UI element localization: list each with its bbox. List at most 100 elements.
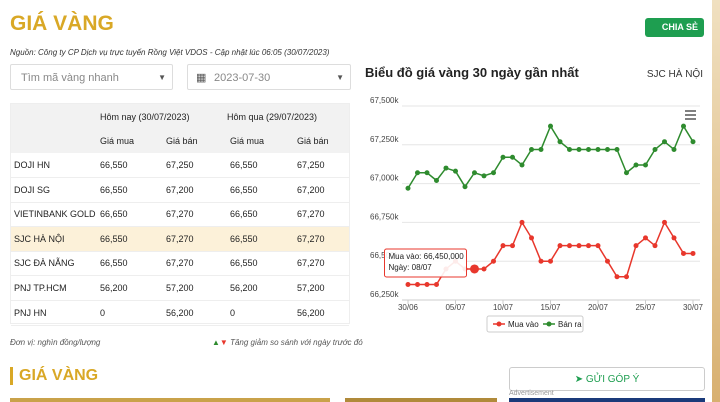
point — [538, 146, 544, 152]
price-table: Hôm nay (30/07/2023) Hôm qua (29/07/2023)… — [10, 103, 350, 326]
point — [652, 243, 658, 249]
cell: 56,200 — [100, 283, 128, 293]
row-line — [11, 177, 349, 178]
cell: DOJI SG — [14, 184, 51, 195]
point — [671, 235, 677, 241]
point — [586, 243, 591, 249]
change-note: ▲▼ Tăng giảm so sánh với ngày trước đó — [212, 338, 363, 347]
legend-swatch — [546, 321, 552, 327]
tooltip — [384, 248, 467, 278]
cell: 66,550 — [230, 184, 258, 195]
point — [681, 123, 686, 129]
cell: 66,550 — [230, 233, 258, 244]
point — [434, 281, 439, 287]
share-label: CHIA SẺ — [661, 22, 698, 32]
x-tick-label: 10/07 — [493, 303, 514, 312]
point — [614, 274, 620, 280]
cell: 67,270 — [166, 233, 194, 244]
point — [595, 146, 601, 152]
tooltip-text: Mua vào: 66,450,000 — [389, 252, 465, 261]
point — [690, 250, 696, 256]
x-tick-label: 30/07 — [683, 303, 704, 312]
point — [462, 184, 468, 190]
point — [643, 235, 648, 241]
point — [538, 258, 544, 264]
section-bar — [10, 367, 13, 385]
row-line — [11, 300, 349, 301]
point — [595, 243, 601, 249]
point — [652, 146, 658, 152]
cell: 66,550 — [100, 160, 128, 170]
point — [586, 146, 591, 152]
point — [434, 177, 439, 183]
cell: 66,650 — [100, 209, 128, 220]
thumb — [345, 398, 497, 402]
chart: Biểu đồ giá vàng 30 ngày gần nhất SJC HÀ… — [365, 65, 704, 333]
legend-label: Bán ra — [558, 320, 582, 329]
cell: 0 — [100, 307, 106, 318]
point — [415, 170, 420, 176]
tooltip-text: Ngày: 08/07 — [389, 263, 433, 272]
cell: 66,650 — [230, 209, 258, 220]
menu-icon[interactable] — [685, 110, 696, 120]
legend-box — [486, 315, 584, 333]
ad-label: Advertisement — [509, 390, 554, 397]
point — [470, 264, 479, 274]
point — [405, 185, 411, 191]
change-text: Tăng giảm so sánh với ngày trước đó — [230, 338, 363, 347]
cell: 56,200 — [166, 307, 194, 318]
point — [415, 281, 420, 287]
feedback-button[interactable]: ➤ GỬI GÓP Ý — [509, 367, 705, 391]
edge — [712, 0, 720, 402]
point — [481, 173, 487, 179]
point — [453, 168, 458, 174]
point — [510, 154, 515, 160]
section-title: GIÁ VÀNG — [19, 367, 99, 384]
point — [500, 243, 506, 249]
point — [690, 139, 696, 145]
point — [567, 146, 572, 152]
point — [662, 139, 667, 145]
point — [567, 243, 572, 249]
point — [576, 243, 582, 249]
legend-swatch — [496, 321, 502, 327]
cell: PNJ HN — [14, 307, 47, 318]
cell: SJC HÀ NỘI — [14, 233, 65, 244]
row-line — [11, 226, 349, 228]
search-box[interactable]: Tìm mã vàng nhanh ▼ — [10, 64, 173, 90]
row-highlight — [11, 226, 349, 252]
cell: 57,200 — [166, 283, 194, 293]
share-button[interactable]: CHIA SẺ — [645, 18, 704, 37]
cell: 0 — [230, 307, 236, 318]
row-line — [11, 201, 349, 203]
point — [624, 274, 629, 280]
sub-header: Giá bán — [297, 136, 329, 146]
y-tick-label: 66,750k — [370, 212, 399, 221]
date-picker[interactable]: ▦ 2023-07-30 ▼ — [187, 64, 351, 90]
search-placeholder: Tìm mã vàng nhanh — [21, 72, 119, 84]
point — [500, 154, 506, 160]
point — [624, 170, 629, 176]
cell: 57,200 — [297, 283, 325, 293]
cell: 66,550 — [230, 258, 258, 269]
cell: 67,270 — [166, 209, 194, 220]
chart-subtitle: SJC HÀ NỘI — [647, 67, 703, 80]
legend-label: Mua vào — [508, 320, 539, 329]
point — [510, 243, 515, 249]
chart-title: Biểu đồ giá vàng 30 ngày gần nhất — [365, 65, 579, 80]
sub-header: Giá mua — [100, 136, 135, 146]
x-tick-label: 05/07 — [445, 303, 466, 312]
point — [491, 258, 496, 264]
point — [424, 170, 430, 176]
point — [662, 219, 667, 225]
group-header: Hôm qua (29/07/2023) — [227, 112, 318, 122]
cell: 67,250 — [297, 160, 325, 170]
row-line — [11, 324, 349, 326]
point — [519, 162, 525, 168]
cell: 67,250 — [166, 160, 194, 170]
point — [576, 146, 582, 152]
x-tick-label: 20/07 — [588, 303, 609, 312]
point — [633, 243, 639, 249]
point — [557, 139, 563, 145]
point — [529, 146, 534, 152]
